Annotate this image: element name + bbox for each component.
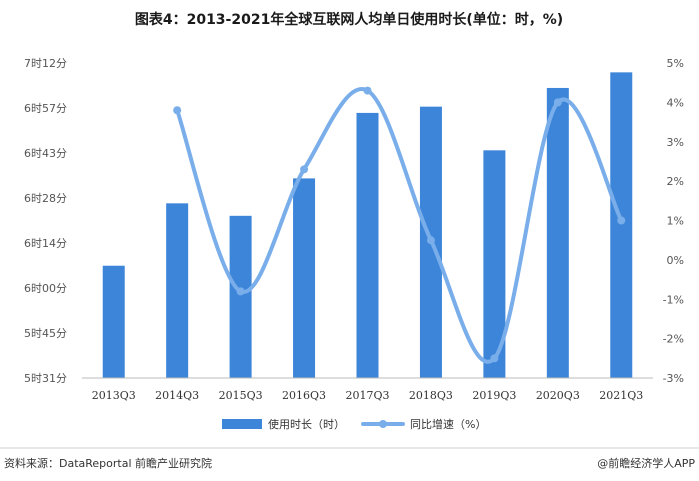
- bar: [356, 112, 379, 378]
- left-axis-tick-label: 6时28分: [24, 192, 67, 205]
- line-series: [173, 86, 626, 364]
- legend-bar-swatch: [222, 419, 262, 429]
- x-axis-tick-label: 2016Q3: [282, 389, 326, 402]
- left-axis-tick-label: 5时31分: [24, 372, 67, 385]
- right-axis-tick-label: -2%: [663, 333, 684, 346]
- right-axis-tick-label: 1%: [667, 215, 684, 228]
- right-axis-tick-label: 2%: [667, 175, 684, 188]
- bar: [610, 72, 633, 378]
- x-axis-tick-label: 2019Q3: [472, 389, 516, 402]
- x-axis: 2013Q3 2014Q3 2015Q3 2016Q3 2017Q3 2018Q3 2019…: [82, 377, 653, 402]
- bar: [166, 203, 189, 378]
- right-axis-tick-label: 3%: [667, 136, 684, 149]
- line-point: [300, 165, 309, 174]
- line-point: [236, 287, 245, 296]
- line-point: [617, 216, 626, 225]
- right-axis: -3% -2% -1% 0% 1% 2% 3% 4% 5%: [663, 57, 684, 385]
- legend-bar-label: 使用时长（时）: [268, 418, 345, 431]
- x-axis-tick-label: 2020Q3: [536, 389, 580, 402]
- line-point: [553, 98, 562, 107]
- line-point: [363, 86, 372, 95]
- left-axis: 5时31分 5时45分 6时00分 6时14分 6时28分 6时43分 6时57分 7时12分: [24, 57, 67, 385]
- bar: [229, 215, 252, 378]
- x-axis-tick-label: 2021Q3: [599, 389, 643, 402]
- credit-note: @前瞻经济学人APP: [597, 456, 695, 470]
- right-axis-tick-label: 0%: [667, 254, 684, 267]
- growth-line: [175, 87, 624, 364]
- left-axis-tick-label: 6时00分: [24, 282, 67, 295]
- left-axis-tick-label: 6时14分: [24, 237, 67, 250]
- legend: 使用时长（时） 同比增速（%）: [222, 417, 486, 431]
- left-axis-tick-label: 7时12分: [24, 57, 67, 70]
- right-axis-tick-label: 5%: [667, 57, 684, 70]
- legend-line-label: 同比增速（%）: [410, 417, 486, 431]
- x-axis-tick-label: 2017Q3: [345, 389, 389, 402]
- right-axis-tick-label: 4%: [667, 96, 684, 109]
- left-axis-tick-label: 6时57分: [24, 102, 67, 115]
- source-note: 资料来源：DataReportal 前瞻产业研究院: [4, 456, 212, 470]
- x-axis-tick-label: 2018Q3: [409, 389, 453, 402]
- x-axis-tick-label: 2015Q3: [219, 389, 263, 402]
- bar: [102, 265, 125, 378]
- bar: [546, 87, 569, 378]
- left-axis-tick-label: 6时43分: [24, 147, 67, 160]
- chart-title: 图表4：2013-2021年全球互联网人均单日使用时长(单位：时，%): [135, 11, 563, 28]
- line-point: [173, 106, 182, 115]
- bar: [483, 150, 506, 378]
- bar-series: [102, 72, 633, 379]
- bar: [293, 178, 316, 378]
- x-axis-tick-label: 2013Q3: [92, 389, 136, 402]
- legend-line-marker: [379, 420, 387, 428]
- right-axis-tick-label: -3%: [663, 372, 684, 385]
- line-point: [490, 354, 499, 363]
- line-point: [426, 236, 435, 245]
- left-axis-tick-label: 5时45分: [24, 327, 67, 340]
- right-axis-tick-label: -1%: [663, 293, 684, 306]
- x-axis-tick-label: 2014Q3: [155, 389, 199, 402]
